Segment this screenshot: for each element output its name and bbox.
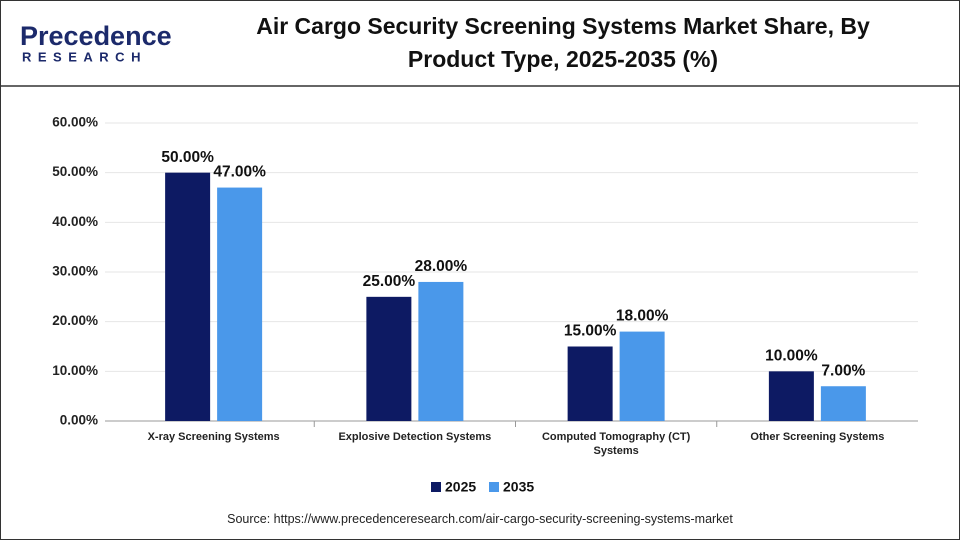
- legend-label: 2025: [445, 479, 476, 495]
- y-tick-label: 10.00%: [52, 363, 98, 378]
- chart-title: Air Cargo Security Screening Systems Mar…: [256, 13, 870, 72]
- bar: [619, 331, 665, 421]
- bar: [165, 172, 211, 421]
- value-label: 25.00%: [363, 273, 416, 290]
- value-label: 15.00%: [564, 323, 617, 340]
- y-tick-label: 0.00%: [60, 413, 98, 428]
- value-label: 50.00%: [161, 149, 214, 166]
- bar: [366, 296, 412, 421]
- logo-sub: RESEARCH: [22, 49, 147, 64]
- legend-swatch: [489, 482, 499, 492]
- y-tick-label: 20.00%: [52, 313, 98, 328]
- bar: [820, 386, 866, 421]
- y-tick-label: 30.00%: [52, 264, 98, 279]
- value-label: 47.00%: [213, 164, 266, 181]
- bar: [217, 187, 263, 421]
- bar: [567, 346, 613, 421]
- y-tick-label: 60.00%: [52, 115, 98, 130]
- x-tick-label: Other Screening Systems: [750, 431, 885, 443]
- y-tick-label: 40.00%: [52, 214, 98, 229]
- y-tick-label: 50.00%: [52, 164, 98, 179]
- x-tick-label: Computed Tomography (CT) Systems: [541, 431, 691, 457]
- value-label: 10.00%: [765, 347, 818, 364]
- value-label: 7.00%: [821, 362, 865, 379]
- bar: [418, 281, 464, 421]
- x-tick-label: Explosive Detection Systems: [338, 431, 492, 443]
- legend-label: 2035: [503, 479, 534, 495]
- value-label: 28.00%: [415, 258, 468, 275]
- x-tick-label: X-ray Screening Systems: [147, 431, 280, 443]
- value-label: 18.00%: [616, 308, 669, 325]
- bar: [768, 371, 814, 421]
- logo-name: Precedence: [20, 21, 172, 51]
- legend-swatch: [431, 482, 441, 492]
- source: Source: https://www.precedenceresearch.c…: [227, 512, 733, 526]
